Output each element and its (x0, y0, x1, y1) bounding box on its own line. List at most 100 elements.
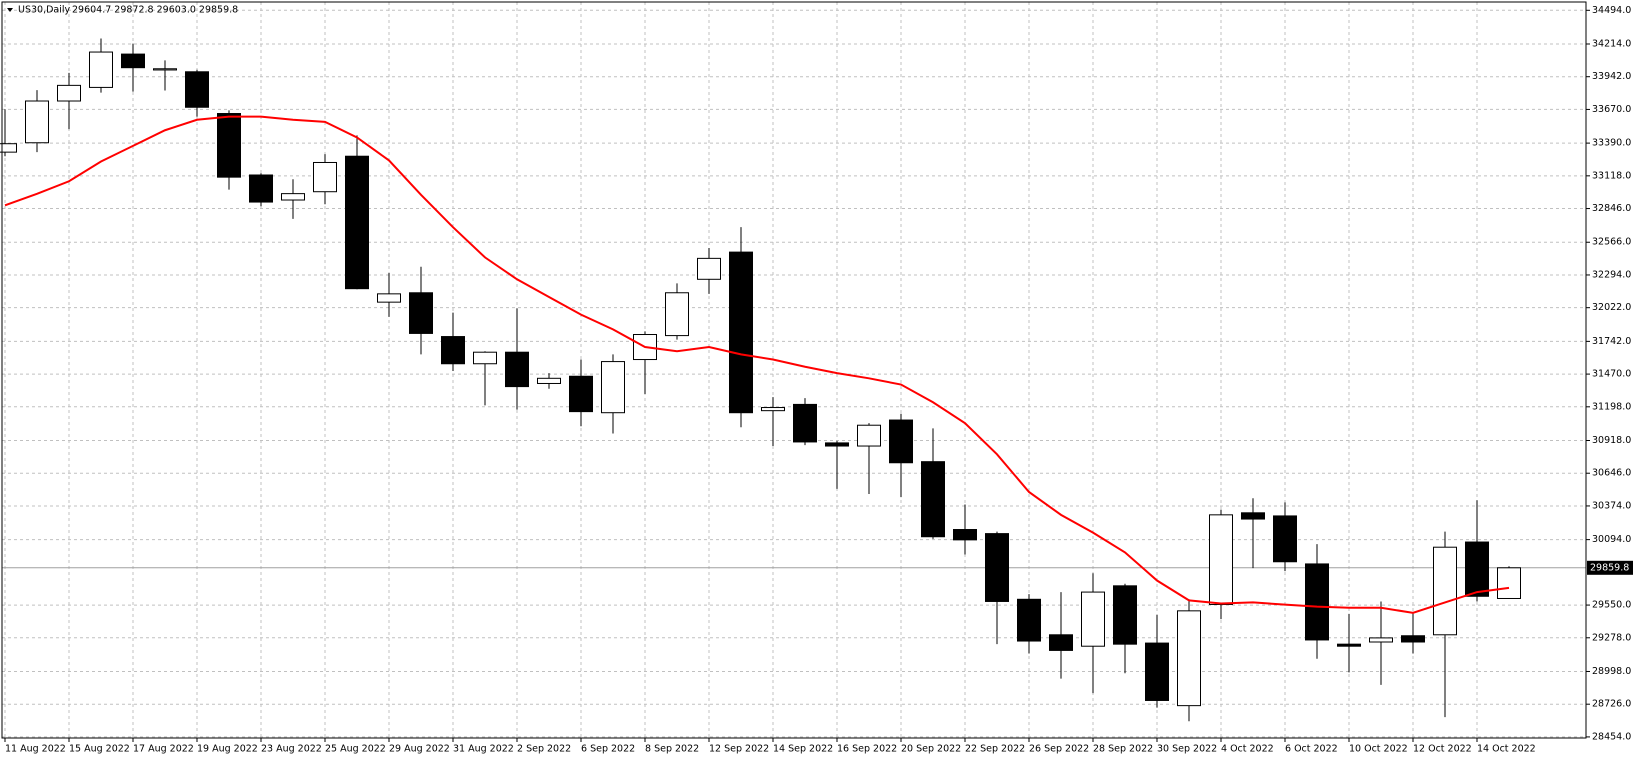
candle-body (537, 377, 561, 384)
candle-body (313, 161, 337, 193)
candle-body (409, 292, 433, 334)
x-tick-label: 15 Aug 2022 (69, 744, 130, 755)
x-tick-label: 4 Oct 2022 (1221, 744, 1274, 755)
candle-body (441, 336, 465, 365)
plot-frame (1, 1, 1587, 739)
x-tick-label: 10 Oct 2022 (1349, 744, 1408, 755)
candle-body (217, 113, 241, 178)
x-tick-label: 29 Aug 2022 (389, 744, 450, 755)
candle-body (857, 424, 881, 447)
plot (0, 38, 1521, 722)
candle-body (473, 351, 497, 365)
x-tick-label: 11 Aug 2022 (5, 744, 66, 755)
x-tick-label: 23 Aug 2022 (261, 744, 322, 755)
candle-body (185, 71, 209, 108)
y-tick-label: 32022.0 (1592, 302, 1631, 313)
candle-body (57, 84, 81, 102)
candle-body (953, 529, 977, 541)
y-tick-label: 31198.0 (1592, 401, 1631, 412)
candle-body (569, 375, 593, 413)
x-tick-label: 12 Sep 2022 (709, 744, 769, 755)
candle-body (281, 193, 305, 201)
candle-body (985, 533, 1009, 602)
candle-body (249, 174, 273, 203)
candle-body (825, 442, 849, 447)
candle-body (1241, 512, 1265, 520)
candle-body (729, 251, 753, 414)
candle-body (1401, 635, 1425, 643)
ohlc-text: 29604.7 29872.8 29603.0 29859.8 (72, 5, 238, 16)
x-tick-label: 30 Sep 2022 (1157, 744, 1217, 755)
candle-body (1305, 563, 1329, 641)
x-tick-label: 14 Oct 2022 (1477, 744, 1536, 755)
candle-body (761, 407, 785, 412)
candle-body (0, 143, 17, 153)
y-tick-label: 31742.0 (1592, 336, 1631, 347)
candle-body (1273, 515, 1297, 563)
y-tick-label: 34494.0 (1592, 5, 1631, 16)
last-price-label: 29859.8 (1590, 562, 1629, 573)
x-tick-label: 17 Aug 2022 (133, 744, 194, 755)
candle-body (89, 51, 113, 88)
y-tick-label: 31470.0 (1592, 369, 1631, 380)
x-tick-label: 14 Sep 2022 (773, 744, 833, 755)
candle-body (1113, 585, 1137, 645)
y-tick-label: 28726.0 (1592, 699, 1631, 710)
y-tick-label: 33118.0 (1592, 170, 1631, 181)
x-tick-label: 26 Sep 2022 (1029, 744, 1089, 755)
candle-body (1177, 610, 1201, 707)
x-tick-label: 20 Sep 2022 (901, 744, 961, 755)
candle-body (1497, 567, 1521, 599)
x-tick-label: 31 Aug 2022 (453, 744, 514, 755)
x-tick-label: 28 Sep 2022 (1093, 744, 1153, 755)
candle-body (1145, 642, 1169, 701)
candle-body (1049, 634, 1073, 651)
candle-body (153, 68, 177, 71)
last-price-box (1587, 560, 1633, 575)
candle-body (377, 293, 401, 303)
y-tick-label: 28998.0 (1592, 666, 1631, 677)
x-tick-label: 22 Sep 2022 (965, 744, 1025, 755)
y-tick-label: 32846.0 (1592, 203, 1631, 214)
y-tick-label: 33942.0 (1592, 71, 1631, 82)
header-icon (7, 8, 13, 12)
candle-body (793, 403, 817, 443)
x-tick-label: 6 Sep 2022 (581, 744, 635, 755)
candle-body (1433, 546, 1457, 636)
candle-body (1369, 637, 1393, 643)
candle-body (1017, 598, 1041, 642)
y-tick-label: 30374.0 (1592, 500, 1631, 511)
y-tick-label: 29278.0 (1592, 632, 1631, 643)
y-tick-label: 30094.0 (1592, 534, 1631, 545)
y-tick-label: 30646.0 (1592, 468, 1631, 479)
x-tick-label: 8 Sep 2022 (645, 744, 699, 755)
candle-body (889, 419, 913, 464)
y-tick-label: 33670.0 (1592, 104, 1631, 115)
y-tick-label: 32294.0 (1592, 269, 1631, 280)
x-tick-label: 12 Oct 2022 (1413, 744, 1472, 755)
candle-body (1337, 643, 1361, 647)
y-tick-label: 32566.0 (1592, 237, 1631, 248)
candle-body (1209, 514, 1233, 605)
x-tick-label: 2 Sep 2022 (517, 744, 571, 755)
y-tick-label: 34214.0 (1592, 38, 1631, 49)
candle-body (1465, 541, 1489, 597)
candle-body (1081, 591, 1105, 647)
chart-title: US30,Daily (18, 5, 71, 16)
candle-body (601, 361, 625, 414)
x-tick-label: 6 Oct 2022 (1285, 744, 1338, 755)
y-tick-label: 28454.0 (1592, 731, 1631, 742)
x-tick-label: 25 Aug 2022 (325, 744, 386, 755)
candle-body (505, 351, 529, 388)
candle-body (921, 461, 945, 538)
candle-body (121, 53, 145, 69)
moving-average (4, 115, 1510, 614)
candle-body (345, 155, 369, 290)
candle-body (697, 257, 721, 280)
y-tick-label: 33390.0 (1592, 138, 1631, 149)
candle-body (25, 100, 49, 144)
x-tick-label: 16 Sep 2022 (837, 744, 897, 755)
y-tick-label: 30918.0 (1592, 435, 1631, 446)
